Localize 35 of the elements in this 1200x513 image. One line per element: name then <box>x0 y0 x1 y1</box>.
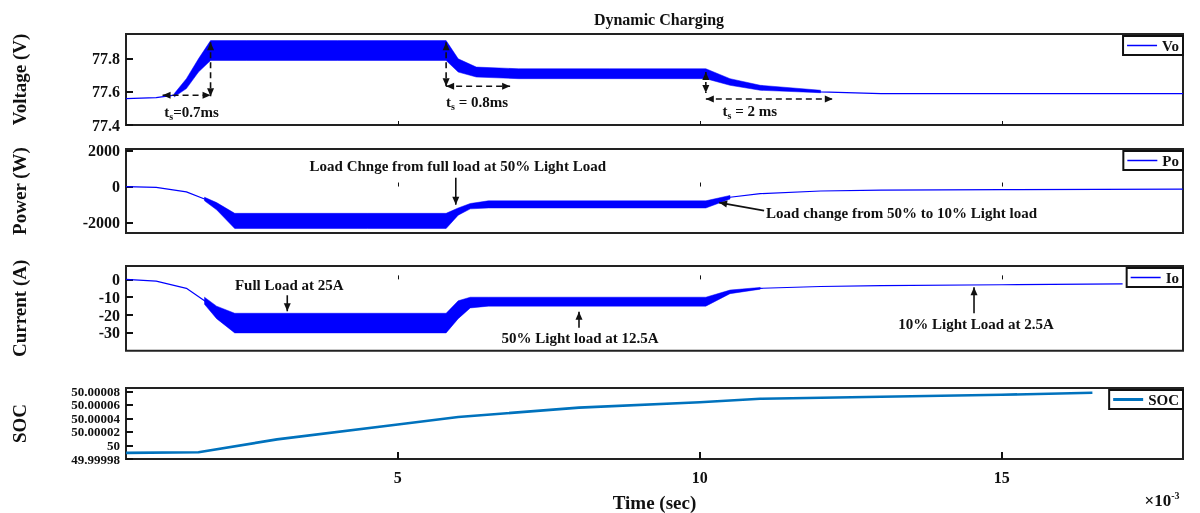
y-axis-title: Voltage (V) <box>9 33 31 126</box>
x-tick-label: 10 <box>691 468 708 486</box>
annotation: Load change from 50% to 10% Light load <box>766 204 1038 221</box>
x-tick-label: 5 <box>393 468 402 486</box>
line-series <box>124 391 1094 455</box>
y-tick-label: 2000 <box>88 142 120 160</box>
legend-label: SOC <box>1148 391 1179 408</box>
y-tick-label: 50.00002 <box>71 424 120 440</box>
y-tick-label: 77.4 <box>92 116 120 134</box>
annotation: Load Chnge from full load at 50% Light Load <box>309 157 607 174</box>
y-tick-label: -20 <box>98 306 120 324</box>
annotation: 50% Light load at 12.5A <box>501 329 659 346</box>
y-tick-label: -10 <box>98 288 120 306</box>
y-tick-label: 50.00008 <box>71 383 121 399</box>
y-tick-label: 49.99998 <box>71 451 121 467</box>
y-tick-label: 50 <box>107 437 120 453</box>
legend-label: Io <box>1165 269 1180 286</box>
y-axis-title: Current (A) <box>9 259 31 357</box>
y-axis-title: Power (W) <box>9 147 31 235</box>
annotation: 10% Light Load at 2.5A <box>898 316 1054 333</box>
y-tick-label: 50.00004 <box>71 410 121 426</box>
legend-label: Po <box>1162 152 1180 169</box>
y-tick-label: 50.00006 <box>71 397 121 413</box>
y-tick-label: -2000 <box>82 213 120 231</box>
y-tick-label: 0 <box>112 178 120 196</box>
legend-label: Vo <box>1162 37 1180 54</box>
x-axis-title: Time (sec) <box>612 492 697 513</box>
chart-title: Dynamic Charging <box>593 10 725 29</box>
y-tick-label: 77.6 <box>92 83 120 101</box>
y-axis-title: SOC <box>9 403 30 444</box>
y-tick-label: 77.8 <box>92 50 120 68</box>
y-tick-label: -30 <box>98 324 120 342</box>
annotation: Full Load at 25A <box>234 277 344 294</box>
x-tick-label: 15 <box>993 468 1010 486</box>
y-tick-label: 0 <box>112 270 120 288</box>
